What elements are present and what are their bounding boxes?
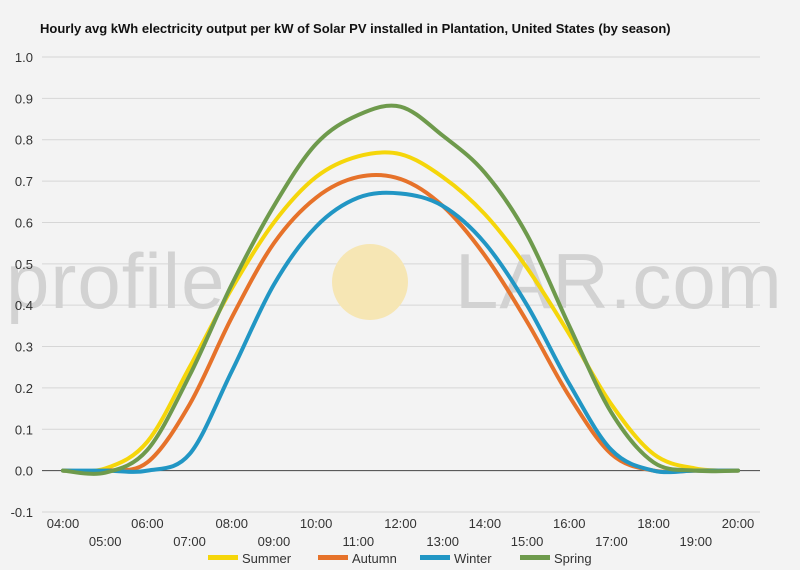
x-axis-ticks: 04:00 05:00 06:00 07:00 08:00 09:00 10:00 11:00…	[47, 516, 755, 549]
y-tick-label: 0.3	[15, 340, 33, 355]
watermark-text-after: LAR.com	[455, 237, 783, 325]
legend-label-summer: Summer	[242, 551, 292, 566]
x-tick-label: 14:00	[469, 516, 502, 531]
x-tick-label: 11:00	[343, 534, 375, 549]
x-tick-label: 15:00	[511, 534, 544, 549]
x-tick-label: 04:00	[47, 516, 80, 531]
watermark-sun-icon	[332, 244, 408, 320]
x-tick-label: 05:00	[89, 534, 122, 549]
y-tick-label: 0.9	[15, 91, 33, 106]
legend-swatch-autumn	[318, 555, 348, 560]
x-tick-label: 12:00	[384, 516, 417, 531]
x-tick-label: 10:00	[300, 516, 333, 531]
y-tick-label: 0.2	[15, 381, 33, 396]
y-tick-label: 0.1	[15, 422, 33, 437]
x-tick-label: 08:00	[215, 516, 248, 531]
chart-title: Hourly avg kWh electricity output per kW…	[40, 21, 671, 36]
series-lines	[61, 103, 740, 476]
y-tick-label: 1.0	[15, 50, 33, 65]
legend-swatch-spring	[520, 555, 550, 560]
x-tick-label: 07:00	[173, 534, 206, 549]
x-tick-label: 09:00	[258, 534, 291, 549]
x-tick-label: 06:00	[131, 516, 164, 531]
legend-label-spring: Spring	[554, 551, 592, 566]
watermark: profile LAR.com	[6, 237, 783, 325]
series-line-winter	[61, 190, 740, 475]
legend-swatch-summer	[208, 555, 238, 560]
watermark-text-before: profile	[6, 237, 225, 325]
y-axis-ticks: -0.1 0.0 0.1 0.2 0.3 0.4 0.5 0.6 0.7 0.8 0.9 1.0	[11, 50, 33, 520]
x-tick-label: 18:00	[637, 516, 670, 531]
series-line-summer	[61, 150, 740, 474]
legend: Summer Autumn Winter Spring	[208, 551, 592, 566]
y-tick-label: 0.6	[15, 215, 33, 230]
x-tick-label: 20:00	[722, 516, 755, 531]
y-tick-label: 0.4	[15, 298, 33, 313]
y-tick-label: 0.7	[15, 174, 33, 189]
x-tick-label: 13:00	[426, 534, 459, 549]
legend-label-autumn: Autumn	[352, 551, 397, 566]
legend-label-winter: Winter	[454, 551, 492, 566]
y-tick-label: -0.1	[11, 505, 33, 520]
y-tick-label: 0.5	[15, 257, 33, 272]
x-tick-label: 17:00	[595, 534, 628, 549]
series-line-spring	[61, 103, 740, 476]
x-tick-label: 16:00	[553, 516, 586, 531]
x-tick-label: 19:00	[680, 534, 713, 549]
y-tick-label: 0.0	[15, 464, 33, 479]
y-tick-label: 0.8	[15, 133, 33, 148]
series-line-autumn	[61, 172, 740, 474]
legend-swatch-winter	[420, 555, 450, 560]
